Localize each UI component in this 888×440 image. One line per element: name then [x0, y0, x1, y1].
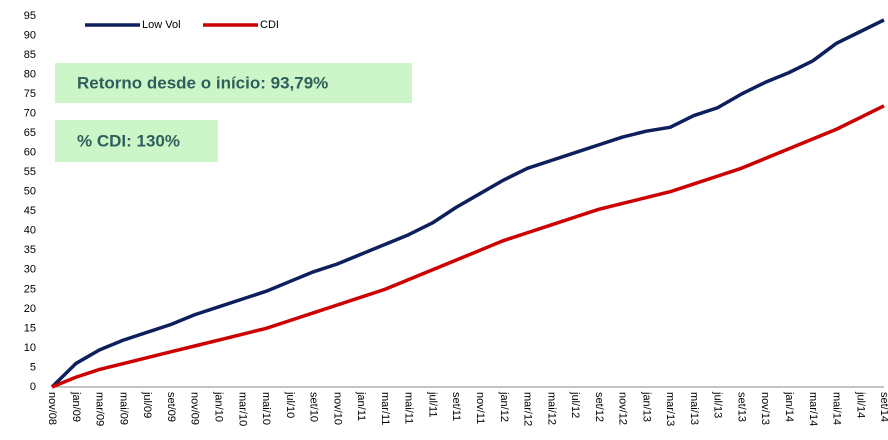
x-tick-label: nov/10 [331, 392, 343, 425]
x-tick-label: jul/11 [426, 391, 438, 417]
y-tick-label: 45 [24, 205, 36, 217]
x-tick-label: set/11 [450, 392, 462, 421]
x-tick-label: jan/12 [498, 391, 510, 422]
x-tick-label: mar/12 [522, 392, 534, 426]
y-tick-label: 80 [24, 68, 36, 80]
y-tick-label: 30 [24, 264, 36, 276]
x-tick-label: set/09 [165, 392, 177, 422]
y-tick-label: 70 [24, 108, 36, 120]
annotation-box [55, 63, 412, 103]
x-tick-label: mai/12 [545, 392, 557, 425]
x-tick-label: mai/11 [403, 392, 415, 424]
x-tick-label: mai/09 [117, 392, 129, 425]
y-tick-label: 85 [24, 49, 36, 61]
x-tick-label: nov/13 [759, 392, 771, 425]
y-tick-label: 50 [24, 186, 36, 198]
x-tick-label: nov/08 [46, 392, 58, 425]
y-tick-label: 55 [24, 166, 36, 178]
line [50, 18, 885, 389]
y-tick-label: 0 [30, 381, 36, 393]
x-tick-label: nov/12 [617, 392, 629, 425]
x-tick-label: mai/14 [831, 392, 843, 425]
x-tick-label: set/13 [735, 392, 747, 422]
x-tick-label: jul/13 [712, 391, 724, 418]
y-tick-label: 60 [24, 147, 36, 159]
y-tick-label: 15 [24, 322, 36, 334]
x-tick-label: set/10 [308, 392, 320, 422]
y-tick-label: 65 [24, 127, 36, 139]
y-tick-label: 40 [24, 225, 36, 237]
x-tick-label: mar/11 [379, 392, 391, 425]
x-tick-label: jul/09 [141, 391, 153, 418]
annotation: Retorno desde o início: 93,79% [77, 73, 328, 92]
x-tick-label: jan/11 [355, 391, 367, 421]
legend-label: Low Vol [142, 19, 181, 31]
x-tick-label: jan/14 [783, 391, 795, 422]
x-tick-label: mar/14 [807, 392, 819, 426]
y-tick-label: 10 [24, 342, 36, 354]
x-tick-label: jul/12 [569, 391, 581, 418]
line [51, 104, 885, 389]
x-tick-label: jul/10 [284, 391, 296, 418]
x-tick-label: nov/11 [474, 392, 486, 424]
y-tick-label: 20 [24, 303, 36, 315]
x-tick-label: mar/13 [664, 392, 676, 426]
y-tick-label: 5 [30, 361, 36, 373]
x-tick-label: mai/13 [688, 392, 700, 425]
annotation-box [55, 120, 218, 162]
x-tick-label: jan/09 [70, 391, 82, 422]
y-tick-label: 35 [24, 244, 36, 256]
x-tick-label: set/14 [878, 392, 888, 422]
legend-label: CDI [260, 19, 279, 31]
x-tick-label: nov/09 [189, 392, 201, 425]
y-tick-label: 90 [24, 29, 36, 41]
x-tick-label: mai/10 [260, 392, 272, 425]
x-tick-label: mar/09 [94, 392, 106, 426]
x-tick-label: mar/10 [236, 392, 248, 426]
y-tick-label: 95 [24, 10, 36, 22]
x-tick-label: jan/10 [212, 391, 224, 422]
annotation: % CDI: 130% [77, 131, 180, 150]
x-tick-label: jan/13 [640, 391, 652, 422]
y-tick-label: 25 [24, 283, 36, 295]
x-tick-label: jul/14 [854, 391, 866, 418]
x-tick-label: set/12 [593, 392, 605, 422]
y-tick-label: 75 [24, 88, 36, 100]
